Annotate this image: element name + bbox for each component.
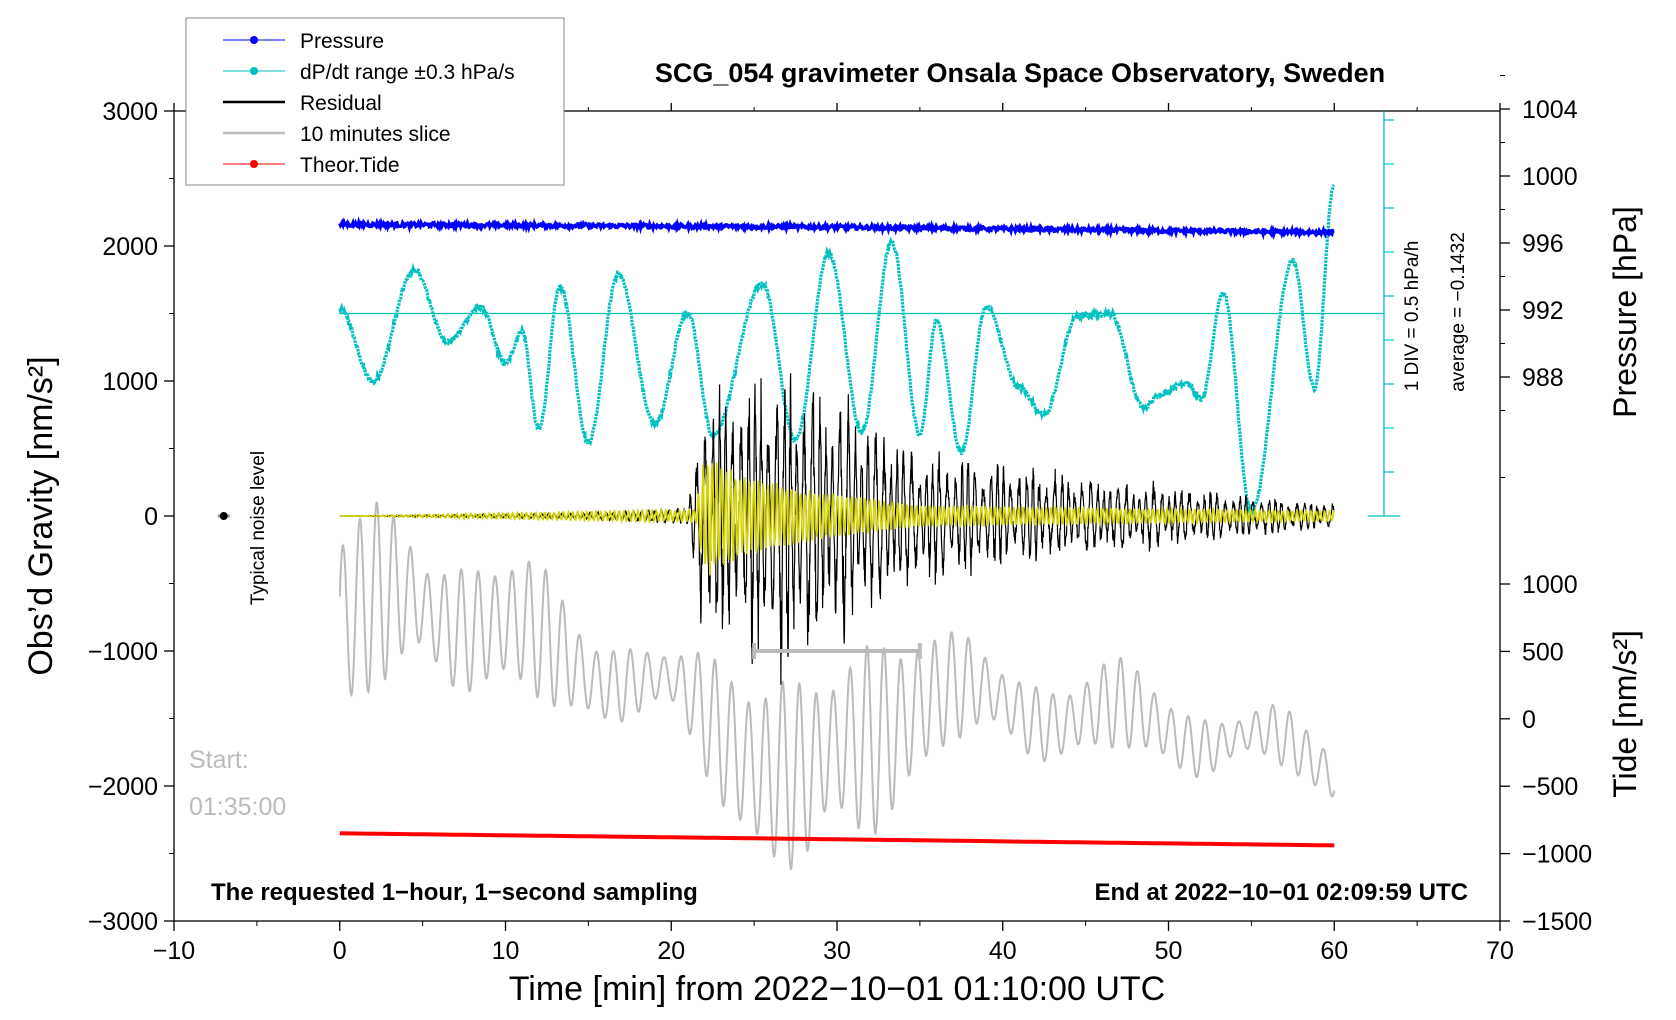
tide-tick-label: 1000 <box>1522 571 1578 599</box>
tide-tick-label: 500 <box>1522 638 1564 666</box>
tide-series <box>339 831 1335 848</box>
noise-marker <box>217 512 230 520</box>
tide-tick-label: −500 <box>1522 773 1578 801</box>
slice-range-bar <box>752 643 922 659</box>
average-label: average = −0.1432 <box>1448 232 1469 392</box>
pressure-tick-label: 992 <box>1522 297 1564 325</box>
start-time: 01:35:00 <box>189 793 286 821</box>
dpdt-series <box>338 184 1336 516</box>
noise-label: Typical noise level <box>248 451 269 605</box>
tide-line <box>339 831 1335 848</box>
filtered-series <box>339 462 1335 576</box>
slice-line <box>338 501 1336 872</box>
legend-label: Theor.Tide <box>300 154 400 177</box>
x-tick-label: 70 <box>1486 937 1514 965</box>
y-tick-label: −1000 <box>88 638 158 666</box>
dpdt-scale-axis <box>1367 111 1400 517</box>
legend-label: Pressure <box>300 30 384 53</box>
start-label: Start: <box>189 746 249 774</box>
bottom-right-note: End at 2022−10−01 02:09:59 UTC <box>1094 879 1468 906</box>
x-tick-label: 20 <box>657 937 685 965</box>
legend-label: Residual <box>300 92 382 115</box>
chart-title: SCG_054 gravimeter Onsala Space Observat… <box>655 58 1385 88</box>
y-axis-label: Obs’d Gravity [nm/s²] <box>22 356 60 675</box>
y-tick-label: −3000 <box>88 908 158 936</box>
tide-tick-label: 0 <box>1522 706 1536 734</box>
slice-series <box>338 501 1336 872</box>
pressure-tick-label: 1000 <box>1522 163 1578 191</box>
legend-marker <box>250 67 258 75</box>
pressure-axis: 988 992 996 1000 1004 <box>1499 75 1578 511</box>
filtered-line <box>339 462 1335 576</box>
x-tick-label: 60 <box>1320 937 1348 965</box>
legend-marker <box>250 160 258 168</box>
legend-marker <box>250 36 258 44</box>
y-axis-left: −3000 −2000 −1000 0 1000 2000 3000 <box>88 98 174 936</box>
tide-axis: −1500 −1000 −500 0 500 1000 <box>1500 571 1592 936</box>
pressure-tick-label: 1004 <box>1522 96 1578 124</box>
residual-line <box>339 373 1335 685</box>
y-tick-label: −2000 <box>88 773 158 801</box>
pressure-line <box>338 216 1335 241</box>
tide-tick-label: −1000 <box>1522 841 1592 869</box>
x-tick-label: 40 <box>989 937 1017 965</box>
x-tick-label: 30 <box>823 937 851 965</box>
legend-label: dP/dt range ±0.3 hPa/s <box>300 61 515 84</box>
y-tick-label: 1000 <box>102 368 158 396</box>
pressure-axis-label: Pressure [hPa] <box>1607 206 1643 418</box>
residual-series <box>339 373 1335 685</box>
y-tick-label: 0 <box>144 503 158 531</box>
dpdt-line <box>338 184 1336 516</box>
legend: Pressure dP/dt range ±0.3 hPa/s Residual 10… <box>185 17 565 186</box>
pressure-scale-label: 1 DIV = 0.5 hPa/h <box>1402 241 1423 392</box>
x-tick-label: 50 <box>1155 937 1183 965</box>
pressure-tick-label: 988 <box>1522 364 1564 392</box>
x-tick-label: 0 <box>333 937 347 965</box>
x-tick-label: 10 <box>492 937 520 965</box>
pressure-tick-label: 996 <box>1522 230 1564 258</box>
legend-label: 10 minutes slice <box>300 123 451 146</box>
bottom-left-note: The requested 1−hour, 1−second sampling <box>211 879 698 906</box>
x-axis-label: Time [min] from 2022−10−01 01:10:00 UTC <box>509 970 1165 1008</box>
x-axis: −10 0 10 20 30 40 50 60 70 <box>153 103 1514 965</box>
y-tick-label: 3000 <box>102 98 158 126</box>
tide-axis-label: Tide [nm/s²] <box>1607 630 1643 798</box>
pressure-series <box>338 216 1335 241</box>
tide-tick-label: −1500 <box>1522 908 1592 936</box>
y-tick-label: 2000 <box>102 233 158 261</box>
noise-dot <box>219 512 228 520</box>
x-tick-label: −10 <box>153 937 195 965</box>
